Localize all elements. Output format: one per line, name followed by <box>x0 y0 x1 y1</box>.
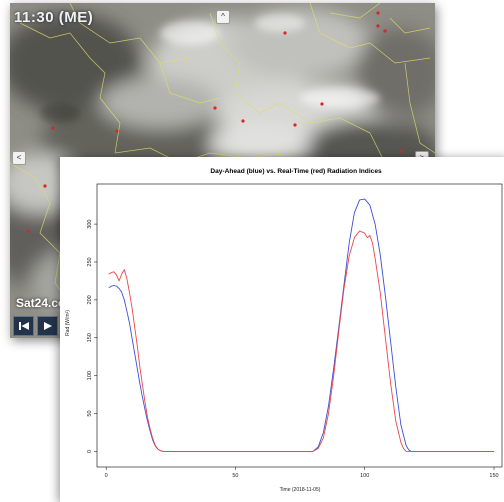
radiation-chart: Day-Ahead (blue) vs. Real-Time (red) Rad… <box>65 168 503 493</box>
y-axis-label: Rad (W/m²) <box>65 310 71 336</box>
radiation-chart-card: Day-Ahead (blue) vs. Real-Time (red) Rad… <box>60 157 504 502</box>
chart-title: Day-Ahead (blue) vs. Real-Time (red) Rad… <box>210 168 382 175</box>
play-icon <box>43 322 52 330</box>
x-axis-label: Time (2018-11-05) <box>280 487 321 493</box>
y-tick-label: 150 <box>87 333 93 342</box>
pan-up-button[interactable]: ^ <box>216 10 230 24</box>
real-time-series-line <box>108 230 494 452</box>
chevron-left-icon: < <box>16 153 22 162</box>
y-tick-label: 0 <box>87 450 93 453</box>
day-ahead-series-line <box>108 198 494 452</box>
pan-left-button[interactable]: < <box>12 151 26 165</box>
y-tick-label: 300 <box>87 220 93 229</box>
y-tick-label: 200 <box>87 295 93 304</box>
skip-back-icon <box>18 322 29 330</box>
x-tick-label: 0 <box>105 473 108 479</box>
skip-back-button[interactable] <box>13 316 34 336</box>
x-tick-label: 50 <box>232 473 238 479</box>
y-tick-label: 100 <box>87 371 93 380</box>
playback-controls <box>13 316 58 336</box>
chevron-up-icon: ^ <box>221 12 225 21</box>
satellite-timestamp: 11:30 (ME) <box>14 9 94 26</box>
plot-frame <box>96 183 503 468</box>
x-tick-label: 100 <box>360 473 369 479</box>
x-tick-label: 150 <box>489 473 498 479</box>
y-tick-label: 50 <box>87 410 93 416</box>
y-tick-label: 250 <box>87 257 93 266</box>
play-button[interactable] <box>37 316 58 336</box>
